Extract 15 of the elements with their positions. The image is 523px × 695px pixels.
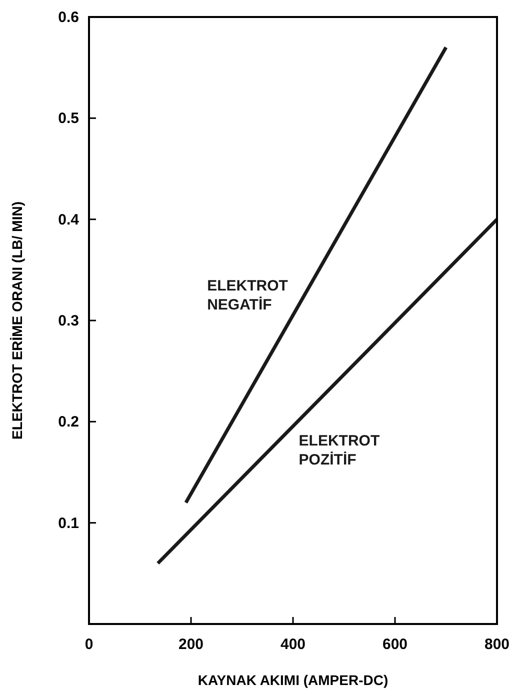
series-label: ELEKTROT POZİTİF xyxy=(298,432,380,469)
x-axis-title: KAYNAK AKIMI (AMPER-DC) xyxy=(198,672,388,688)
y-tick-label: 0.2 xyxy=(58,414,79,431)
y-tick-label: 0.3 xyxy=(58,312,79,330)
y-tick-label: 0.4 xyxy=(58,211,80,228)
x-tick-label: 600 xyxy=(382,636,408,653)
y-tick-label: 0.5 xyxy=(58,110,79,128)
y-axis-title: ELEKTROT ERİME ORANI (LB/ MIN) xyxy=(9,202,25,440)
x-tick-label: 800 xyxy=(484,636,510,653)
x-tick-label: 400 xyxy=(280,636,306,653)
y-tick-label: 0.6 xyxy=(58,9,79,26)
x-tick-label: 200 xyxy=(178,636,204,653)
x-tick-label: 0 xyxy=(84,636,94,653)
series-label: ELEKTROT NEGATİF xyxy=(207,278,288,314)
y-tick-label: 0.1 xyxy=(58,514,79,532)
